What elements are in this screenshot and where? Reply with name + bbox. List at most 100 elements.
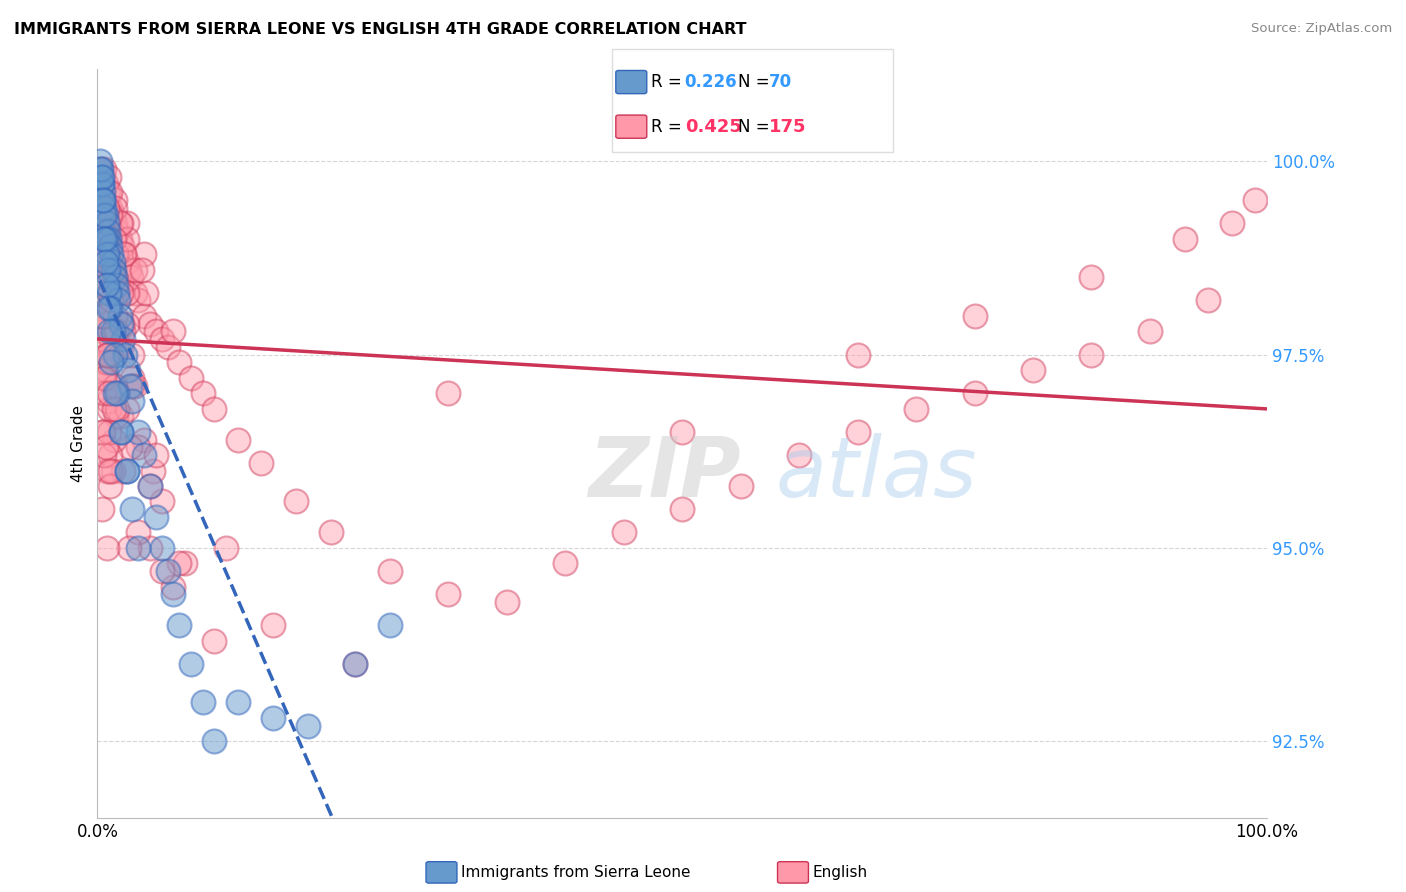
Point xyxy=(98,239,121,253)
Point xyxy=(297,719,319,733)
Point xyxy=(93,193,115,207)
Point xyxy=(91,247,114,261)
Point xyxy=(1244,193,1267,207)
Point xyxy=(93,270,115,285)
Point xyxy=(1139,325,1161,339)
Point xyxy=(98,270,121,285)
Point xyxy=(93,231,115,245)
Point xyxy=(91,309,114,323)
Point xyxy=(285,494,308,508)
Point xyxy=(105,409,128,424)
Point xyxy=(96,348,118,362)
Point xyxy=(98,208,121,222)
Point xyxy=(110,425,132,439)
Point xyxy=(93,161,115,176)
Point xyxy=(103,262,125,277)
Point xyxy=(94,224,117,238)
Point xyxy=(97,231,120,245)
Point xyxy=(93,355,115,369)
Point xyxy=(98,169,121,184)
Point xyxy=(905,401,928,416)
Point xyxy=(1197,293,1219,308)
Point xyxy=(127,293,149,308)
Point xyxy=(98,464,121,478)
Point xyxy=(91,185,114,199)
Point xyxy=(94,178,117,192)
Point xyxy=(115,255,138,269)
Text: R =: R = xyxy=(651,118,688,136)
Text: Immigrants from Sierra Leone: Immigrants from Sierra Leone xyxy=(461,865,690,880)
Point xyxy=(104,270,127,285)
Point xyxy=(98,386,121,401)
Point xyxy=(96,247,118,261)
Point xyxy=(94,348,117,362)
Point xyxy=(94,278,117,293)
Point xyxy=(91,231,114,245)
Point xyxy=(108,309,131,323)
Point xyxy=(93,448,115,462)
Point xyxy=(150,332,173,346)
Point xyxy=(127,541,149,555)
Point xyxy=(104,216,127,230)
Point xyxy=(91,425,114,439)
Point xyxy=(100,325,122,339)
Text: IMMIGRANTS FROM SIERRA LEONE VS ENGLISH 4TH GRADE CORRELATION CHART: IMMIGRANTS FROM SIERRA LEONE VS ENGLISH … xyxy=(14,22,747,37)
Point xyxy=(104,348,127,362)
Point xyxy=(1080,348,1102,362)
Point xyxy=(100,293,122,308)
Text: English: English xyxy=(813,865,868,880)
Point xyxy=(118,541,141,555)
Point xyxy=(262,711,284,725)
Point xyxy=(378,564,401,578)
Point xyxy=(91,185,114,199)
Text: atlas: atlas xyxy=(776,433,977,514)
Point xyxy=(121,378,143,392)
Point xyxy=(134,247,156,261)
Text: N =: N = xyxy=(738,118,775,136)
Point xyxy=(98,448,121,462)
Point xyxy=(321,525,343,540)
Point xyxy=(98,285,121,300)
Point xyxy=(115,464,138,478)
Point xyxy=(96,355,118,369)
Point xyxy=(115,231,138,245)
Point xyxy=(111,239,134,253)
Point xyxy=(98,425,121,439)
Point xyxy=(139,479,162,493)
Point xyxy=(91,332,114,346)
Point xyxy=(93,371,115,385)
Point xyxy=(103,231,125,245)
Point xyxy=(90,193,112,207)
Point xyxy=(98,255,121,269)
Point xyxy=(90,178,112,192)
Point xyxy=(103,433,125,447)
Point xyxy=(162,325,184,339)
Point xyxy=(963,386,986,401)
Point xyxy=(100,224,122,238)
Point xyxy=(1080,270,1102,285)
Point xyxy=(124,262,146,277)
Point xyxy=(91,224,114,238)
Point xyxy=(105,278,128,293)
Point xyxy=(150,541,173,555)
Point xyxy=(91,169,114,184)
Point xyxy=(114,348,136,362)
Point xyxy=(215,541,238,555)
Point xyxy=(127,441,149,455)
Point xyxy=(134,309,156,323)
Point xyxy=(96,216,118,230)
Point xyxy=(103,270,125,285)
Point xyxy=(262,618,284,632)
Point xyxy=(104,193,127,207)
Point xyxy=(96,464,118,478)
Point xyxy=(495,595,517,609)
Point xyxy=(91,224,114,238)
Point xyxy=(202,633,225,648)
Point xyxy=(94,231,117,245)
Point xyxy=(91,325,114,339)
Point xyxy=(167,618,190,632)
Point xyxy=(250,456,273,470)
Point xyxy=(730,479,752,493)
Point xyxy=(93,208,115,222)
Point xyxy=(343,657,366,671)
